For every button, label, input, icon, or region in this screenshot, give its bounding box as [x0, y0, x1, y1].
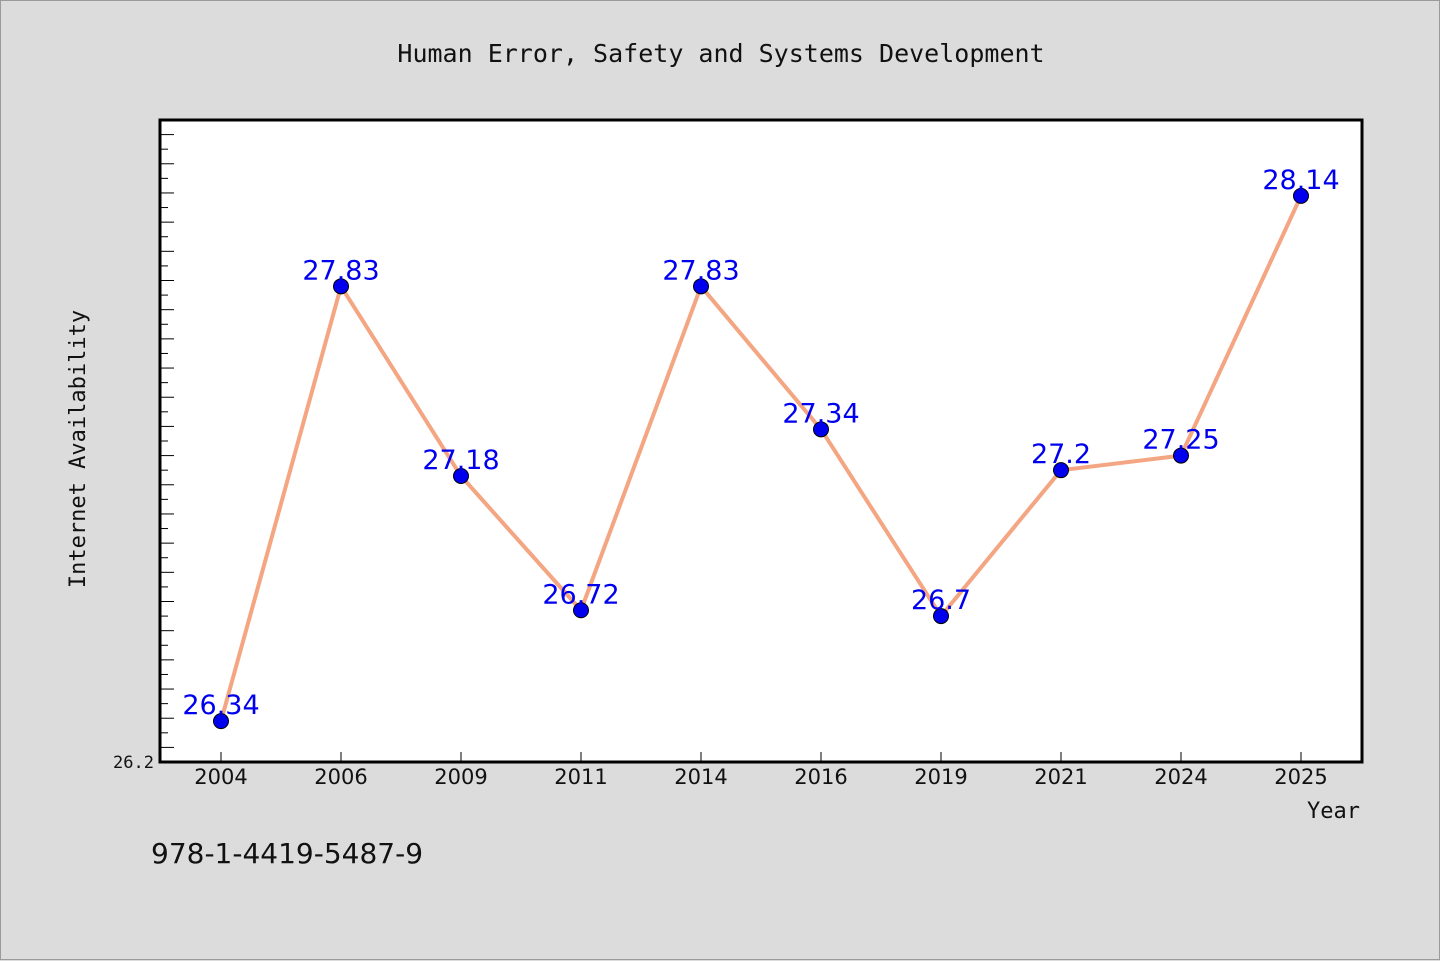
data-point [213, 713, 229, 730]
data-label: 26.34 [182, 690, 259, 721]
data-label: 26.72 [542, 579, 619, 610]
data-point [573, 602, 589, 619]
series-layer: 26.34 27.83 27.18 26.72 27.83 27.34 26.7 27.2 27… [182, 165, 1340, 730]
x-tick-label: 2016 [794, 765, 847, 789]
x-tick-label: 2025 [1274, 765, 1327, 789]
y-tick-label: 26.2 [113, 753, 154, 773]
data-label: 27.18 [422, 445, 499, 476]
data-label: 27.83 [302, 255, 379, 286]
x-tick-label: 2009 [434, 765, 487, 789]
x-axis-label: Year [1307, 799, 1360, 824]
x-tick-label: 2004 [194, 765, 247, 789]
x-tick-label: 2006 [314, 765, 367, 789]
data-label: 27.25 [1142, 425, 1219, 456]
series-line [219, 193, 1303, 724]
data-point [333, 278, 349, 295]
y-axis-label: Internet Availability [66, 310, 91, 588]
data-point [1053, 462, 1069, 479]
x-tick-label: 2024 [1154, 765, 1207, 789]
data-point [1293, 187, 1309, 204]
x-tick-label: 2019 [914, 765, 967, 789]
isbn-label: 978-1-4419-5487-9 [151, 837, 423, 870]
chart-title: Human Error, Safety and Systems Developm… [397, 39, 1044, 68]
data-point [1173, 447, 1189, 464]
x-tick-label: 2021 [1034, 765, 1087, 789]
data-label: 27.83 [662, 255, 739, 286]
data-label: 27.2 [1031, 439, 1091, 470]
data-point [453, 468, 469, 485]
x-axis-ticks: 2004 2006 2009 2011 2014 2016 2019 2021 2024 2025 [194, 752, 1328, 789]
plot-area [158, 118, 1364, 764]
data-point [813, 421, 829, 438]
data-label: 27.34 [782, 398, 859, 429]
x-tick-label: 2014 [674, 765, 727, 789]
data-point [933, 608, 949, 625]
data-point [693, 278, 709, 295]
data-label: 26.7 [911, 585, 971, 616]
x-tick-label: 2011 [554, 765, 607, 789]
data-label: 28.14 [1262, 165, 1339, 196]
y-axis-ticks: 26.2 [113, 119, 174, 773]
